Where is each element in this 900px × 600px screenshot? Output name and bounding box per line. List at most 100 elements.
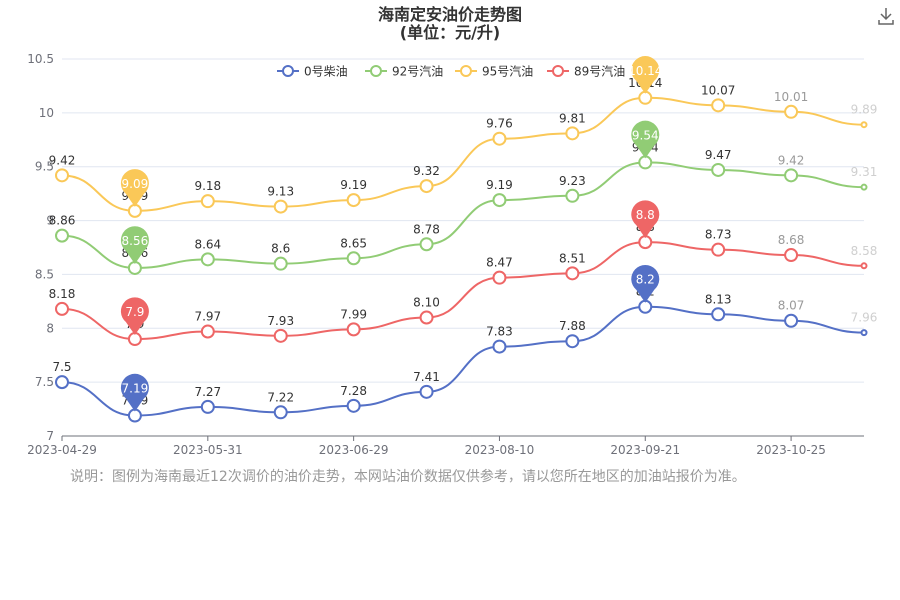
data-point (419, 179, 434, 194)
data-point (784, 313, 799, 328)
y-tick-label: 9.5 (35, 160, 54, 174)
data-label: 7.22 (267, 390, 294, 404)
data-label: 9.42 (49, 153, 76, 167)
legend-swatch-marker (552, 65, 564, 77)
data-label: 8.68 (778, 233, 805, 247)
chart-title: 海南定安油价走势图 (378, 5, 522, 24)
grid-lines (62, 58, 864, 383)
y-tick-label: 10 (39, 106, 54, 120)
markpoint-shape (631, 265, 660, 303)
markpoint-shape (631, 200, 660, 239)
y-tick-label: 10.5 (27, 52, 54, 66)
x-tick-label: 2023-08-10 (465, 443, 535, 457)
data-point (711, 162, 726, 177)
markpoint-pin: 7.9 (120, 297, 149, 336)
markpoint-label: 8.56 (122, 234, 149, 248)
markpoint-label: 9.54 (632, 128, 659, 142)
data-label: 9.23 (559, 174, 586, 188)
markpoint-pin: 10.14 (628, 56, 662, 94)
data-label: 10.07 (701, 83, 735, 97)
markpoint-label: 7.9 (125, 305, 144, 319)
legend-item[interactable]: 89号汽油 (547, 64, 625, 79)
data-label: 9.19 (340, 178, 367, 192)
series-line (61, 241, 865, 341)
data-point (860, 121, 868, 129)
data-point (565, 188, 580, 203)
markpoint-label: 8.8 (636, 208, 655, 222)
legend-swatch-marker (282, 65, 294, 77)
markpoint-pin: 8.56 (120, 226, 149, 264)
series-line (61, 96, 865, 212)
data-label: 9.19 (486, 178, 513, 192)
data-point (711, 98, 726, 113)
data-point (273, 405, 288, 420)
data-point (492, 193, 507, 208)
data-point (346, 251, 361, 266)
x-tick-label: 2023-06-29 (319, 443, 389, 457)
y-tick-label: 9 (46, 214, 54, 228)
x-tick-label: 2023-09-21 (610, 443, 680, 457)
data-point (55, 301, 69, 316)
data-point (346, 398, 361, 413)
data-point (565, 266, 580, 281)
data-point (784, 104, 799, 119)
data-point (200, 194, 215, 209)
data-point (860, 183, 868, 191)
legend-item[interactable]: 0号柴油 (277, 65, 348, 79)
data-label: 7.5 (52, 360, 71, 374)
markpoint-label: 8.2 (636, 273, 655, 287)
series-line (61, 161, 865, 269)
legend-label: 95号汽油 (482, 64, 533, 79)
legend[interactable]: 0号柴油 92号汽油 95号汽油 89号汽油 (277, 64, 625, 79)
data-label: 7.93 (267, 314, 294, 328)
markpoint-label: 7.19 (122, 382, 149, 396)
markpoint-pin: 8.8 (631, 200, 660, 239)
data-point (492, 270, 507, 285)
data-label: 9.32 (413, 164, 440, 178)
y-tick-label: 8.5 (35, 267, 54, 281)
markpoints: 7.19 8.2 8.56 9.54 9.09 10.14 7.9 8.8 (120, 56, 662, 412)
data-point (711, 307, 726, 322)
data-point (784, 248, 799, 263)
data-point (860, 262, 868, 270)
legend-item[interactable]: 95号汽油 (455, 64, 533, 79)
data-point (565, 126, 580, 141)
data-point (55, 375, 69, 390)
download-icon[interactable] (876, 6, 896, 26)
data-label: 8.18 (49, 287, 76, 301)
data-point (492, 339, 507, 354)
markpoint-shape (120, 373, 149, 412)
legend-label: 0号柴油 (304, 65, 348, 79)
data-label: 8.6 (271, 242, 290, 256)
data-point (55, 168, 69, 183)
footnote: 说明：图例为海南最近12次调价的油价走势，本网站油价数据仅供参考，请以您所在地区… (70, 469, 746, 485)
legend-item[interactable]: 92号汽油 (365, 64, 443, 79)
legend-label: 89号汽油 (574, 64, 625, 79)
data-point (273, 199, 288, 214)
data-point (273, 328, 288, 343)
markpoint-pin: 9.09 (120, 169, 149, 207)
series-layer (55, 90, 868, 423)
y-tick-label: 8 (46, 321, 54, 335)
data-label: 8.64 (194, 237, 221, 251)
x-tick-label: 2023-04-29 (27, 443, 97, 457)
series-line (61, 305, 865, 417)
data-label: 8.78 (413, 222, 440, 236)
data-label: 8.73 (705, 228, 732, 242)
data-point (565, 334, 580, 349)
data-point (784, 168, 799, 183)
legend-label: 92号汽油 (392, 64, 443, 79)
data-label: 9.81 (559, 111, 586, 125)
legend-swatch-marker (370, 65, 382, 77)
data-label: 8.58 (851, 244, 878, 258)
data-point (492, 131, 507, 146)
data-label: 7.88 (559, 319, 586, 333)
markpoint-pin: 9.54 (631, 120, 660, 159)
markpoint-label: 9.09 (122, 177, 149, 191)
data-label: 8.86 (49, 214, 76, 228)
markpoint-shape (120, 169, 149, 207)
data-label: 9.42 (778, 153, 805, 167)
y-tick-label: 7 (46, 429, 54, 443)
data-point (200, 252, 215, 267)
